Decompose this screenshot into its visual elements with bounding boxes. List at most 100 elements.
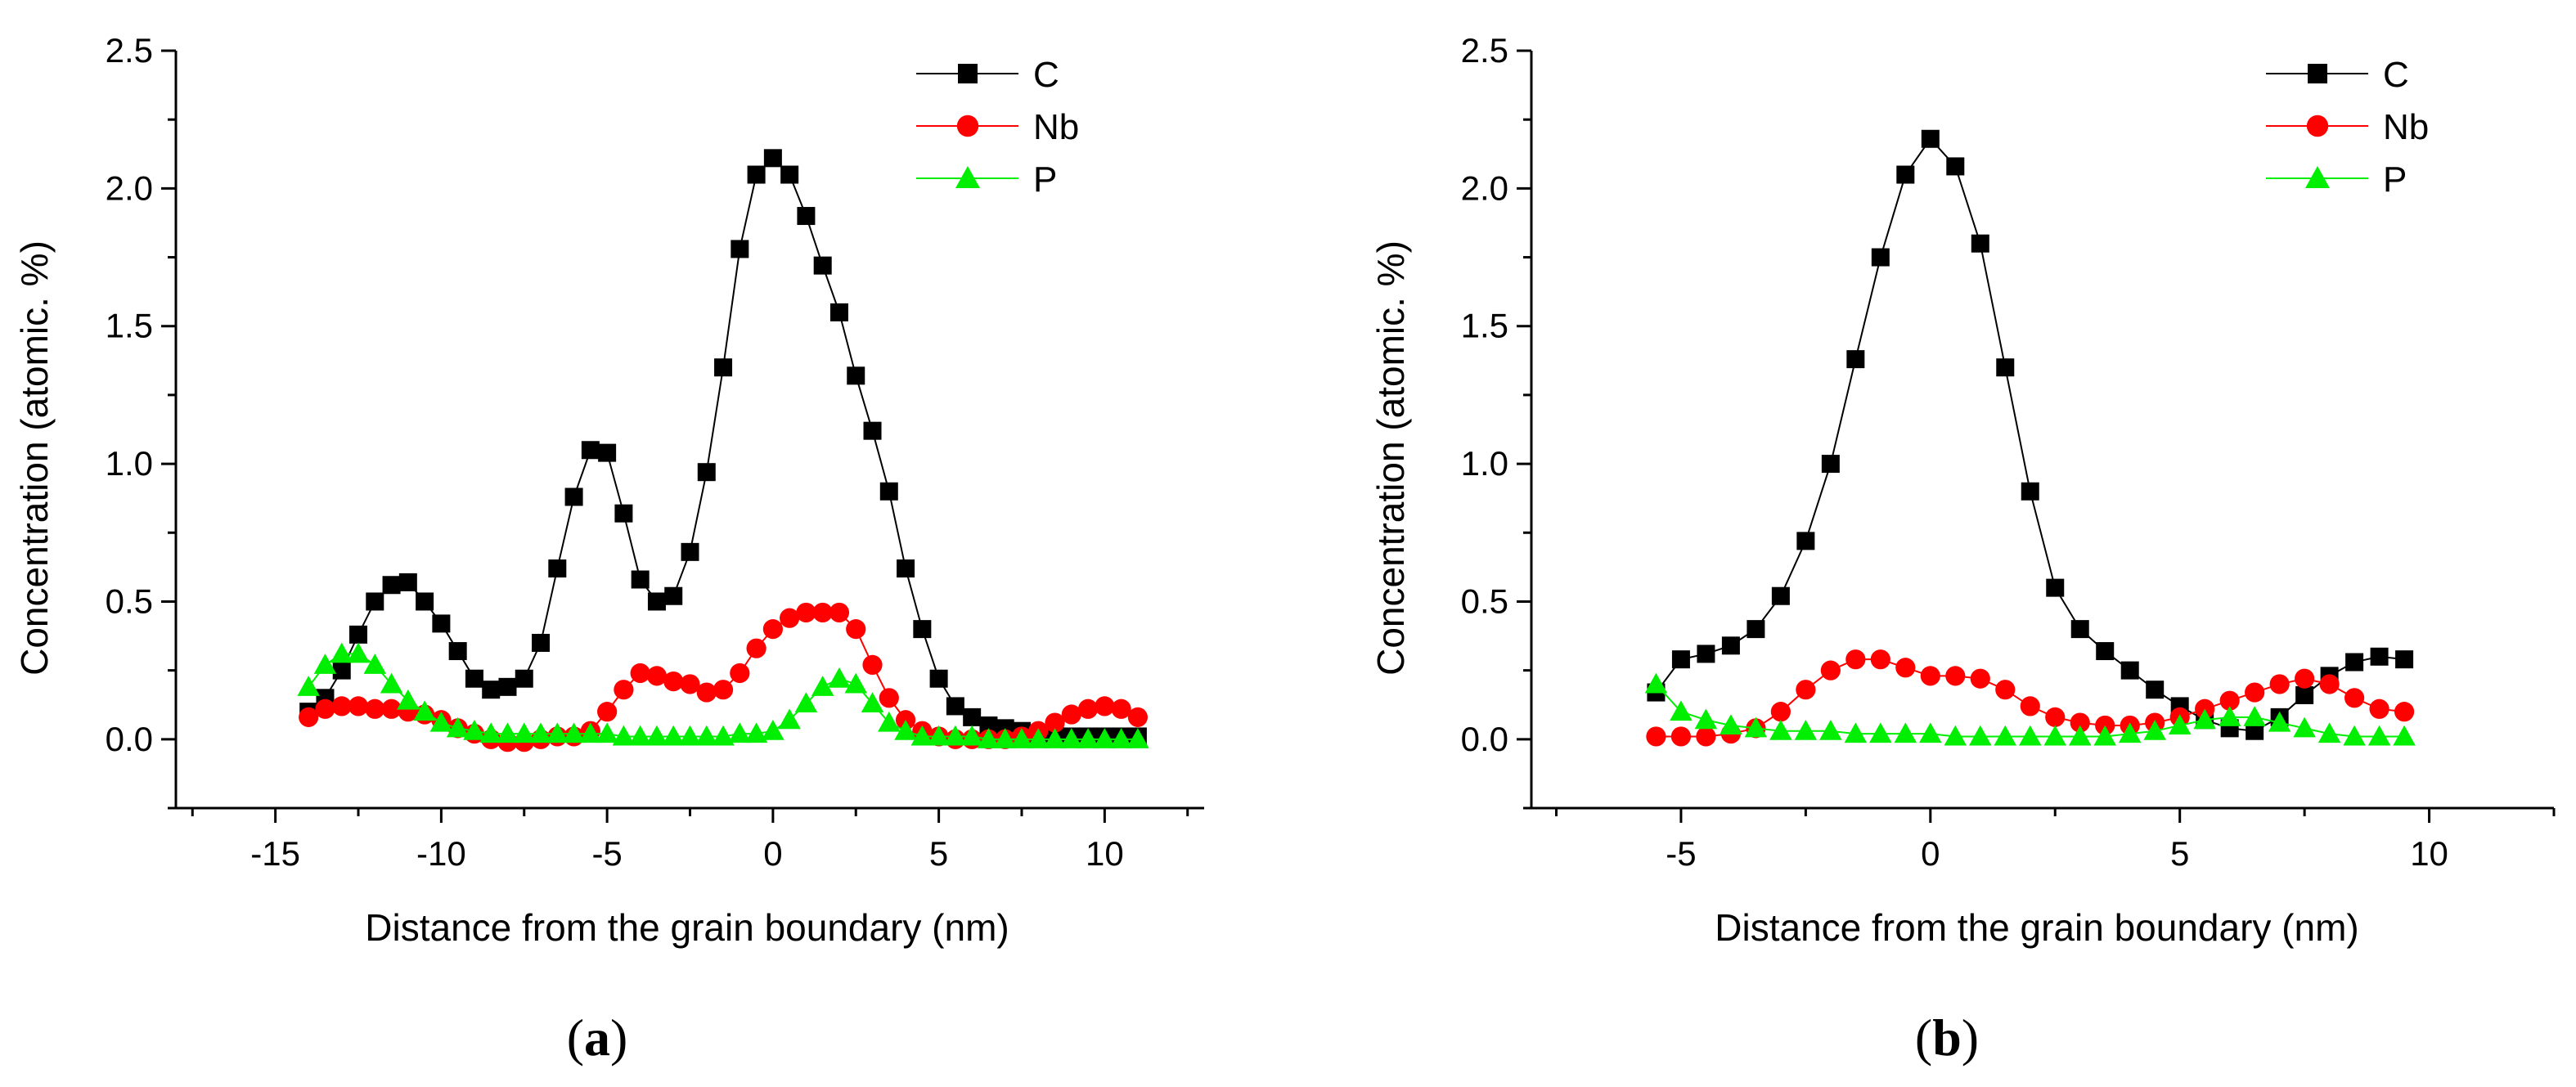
- panel-b-point-c: [2070, 620, 2089, 639]
- panel-a-x-tick-label: -10: [416, 834, 466, 873]
- panel-a-point-nb: [1095, 696, 1115, 716]
- panel-b-point-p: [2367, 725, 2391, 746]
- panel-a-point-c: [963, 707, 982, 726]
- panel-a-point-c: [465, 669, 483, 688]
- panel-b-point-p: [2243, 706, 2266, 726]
- panel-a-point-p: [612, 725, 636, 746]
- panel-b-y-axis-title: Concentration (atomic. %): [1369, 240, 1412, 676]
- panel-b-point-nb: [2269, 674, 2290, 694]
- panel-a-point-p: [513, 722, 536, 743]
- panel-b-point-p: [2268, 711, 2291, 732]
- panel-b-point-c: [1946, 157, 1965, 176]
- panel-a-point-c: [747, 165, 766, 184]
- panel-b-y-tick-label: 2.0: [1461, 168, 1508, 207]
- panel-b-x-axis-title: Distance from the grain boundary (nm): [1715, 906, 2358, 949]
- panel-b-y-tick-label: 0.0: [1461, 720, 1508, 758]
- panel-a-legend-item-c: C: [916, 55, 1059, 95]
- panel-a: -15 -10 -5 0 5 10 0.0 0.5 1.0 1.5 2.0 2.5 C Nb P Dist…: [13, 31, 1204, 1067]
- panel-a-point-c: [332, 661, 351, 680]
- panel-a-x-tick-label: 5: [929, 834, 948, 873]
- panel-a-point-p: [1060, 728, 1083, 748]
- panel-a-point-c: [564, 487, 583, 506]
- panel-a-point-p: [529, 722, 552, 743]
- panel-b-point-p: [1794, 719, 1818, 740]
- panel-a-point-nb: [646, 666, 668, 686]
- panel-a-legend-item-p: P: [916, 159, 1057, 200]
- panel-b-point-c: [2120, 661, 2139, 680]
- panel-a-y-axis-title: Concentration (atomic. %): [13, 240, 56, 676]
- panel-a-legend-item-nb: Nb: [916, 107, 1079, 147]
- panel-a-point-c: [731, 240, 749, 258]
- panel-a-y-tick-label: 0.0: [106, 720, 153, 758]
- panel-b-point-nb: [2369, 698, 2389, 719]
- panel-a-point-nb: [730, 663, 750, 684]
- panel-b-point-nb: [2295, 668, 2315, 689]
- panel-a-point-p: [1109, 728, 1133, 748]
- panel-b-point-p: [1994, 725, 2017, 746]
- panel-b-point-nb: [2245, 682, 2265, 703]
- panel-b-series-c: [1647, 129, 2414, 740]
- panel-a-point-p: [678, 725, 702, 746]
- panel-b-point-c: [1796, 532, 1815, 550]
- panel-b-point-p: [2168, 714, 2192, 734]
- panel-b-point-c: [1971, 234, 1989, 253]
- panel-a-point-nb: [862, 654, 883, 676]
- panel-b-point-p: [1720, 714, 1742, 734]
- panel-a-x-tick-label: -5: [591, 834, 622, 873]
- panel-a-point-p: [628, 725, 652, 746]
- panel-b-point-p: [2043, 725, 2066, 746]
- panel-b-point-c: [1896, 165, 1915, 184]
- panel-a-point-c: [897, 559, 915, 578]
- panel-a-point-c: [697, 463, 716, 482]
- panel-a-point-nb: [796, 602, 816, 623]
- panel-a-point-nb: [1111, 698, 1131, 719]
- panel-b-point-nb: [1796, 680, 1816, 700]
- panel-a-point-nb: [614, 680, 634, 700]
- panel-a-point-p: [695, 725, 718, 746]
- panel-b-point-p: [2143, 719, 2166, 740]
- panel-a-point-c: [929, 669, 948, 688]
- panel-a-point-nb: [597, 702, 618, 722]
- panel-a-point-p: [828, 667, 851, 688]
- panel-a-y-tick-label: 1.5: [106, 307, 153, 345]
- panel-b-point-c: [1771, 586, 1790, 605]
- panel-a-point-c: [482, 680, 501, 699]
- panel-a-legend-label-nb: Nb: [1033, 107, 1079, 147]
- panel-a-y-tick-label: 2.5: [106, 31, 153, 70]
- panel-a-point-p: [993, 728, 1017, 748]
- panel-a-point-c: [548, 559, 567, 578]
- panel-a-y-tick-label: 2.0: [106, 168, 153, 207]
- panel-a-point-c: [614, 504, 633, 523]
- panel-a-y-tick-label: 1.0: [106, 444, 153, 483]
- panel-a-point-p: [894, 719, 917, 740]
- panel-a-point-c: [946, 697, 964, 716]
- panel-b-point-c: [2021, 482, 2039, 501]
- panel-a-point-c: [416, 592, 434, 611]
- panel-a-point-p: [712, 725, 735, 746]
- panel-b-point-nb: [1895, 658, 1916, 678]
- panel-a-point-nb: [1077, 698, 1099, 719]
- panel-a-point-c: [664, 586, 683, 605]
- panel-a-point-c: [979, 716, 998, 734]
- panel-a-point-p: [363, 654, 387, 674]
- panel-a-point-p: [1027, 728, 1050, 748]
- panel-b-point-p: [1844, 722, 1868, 743]
- panel-a-point-p: [878, 711, 901, 732]
- panel-b-x-tick-label: -5: [1666, 834, 1696, 873]
- panel-a-point-c: [515, 669, 533, 688]
- panel-b-point-p: [1694, 708, 1718, 730]
- panel-a-point-p: [347, 642, 370, 663]
- panel-b-point-c: [1697, 645, 1715, 663]
- panel-b-point-p: [2019, 725, 2042, 746]
- panel-a-label-letter: a: [584, 1008, 610, 1067]
- panel-b-series-nb: [1646, 649, 2415, 747]
- panel-b-point-c: [1871, 248, 1890, 267]
- panel-a-point-p: [496, 722, 519, 743]
- panel-a-point-c: [432, 614, 451, 633]
- panel-a-point-p: [977, 728, 1000, 748]
- panel-b-x-tick-label: 0: [1921, 834, 1940, 873]
- panel-a-point-nb: [663, 672, 684, 692]
- panel-a-point-nb: [299, 707, 319, 727]
- panel-a-point-c: [398, 573, 417, 591]
- panel-b-point-nb: [2020, 696, 2040, 716]
